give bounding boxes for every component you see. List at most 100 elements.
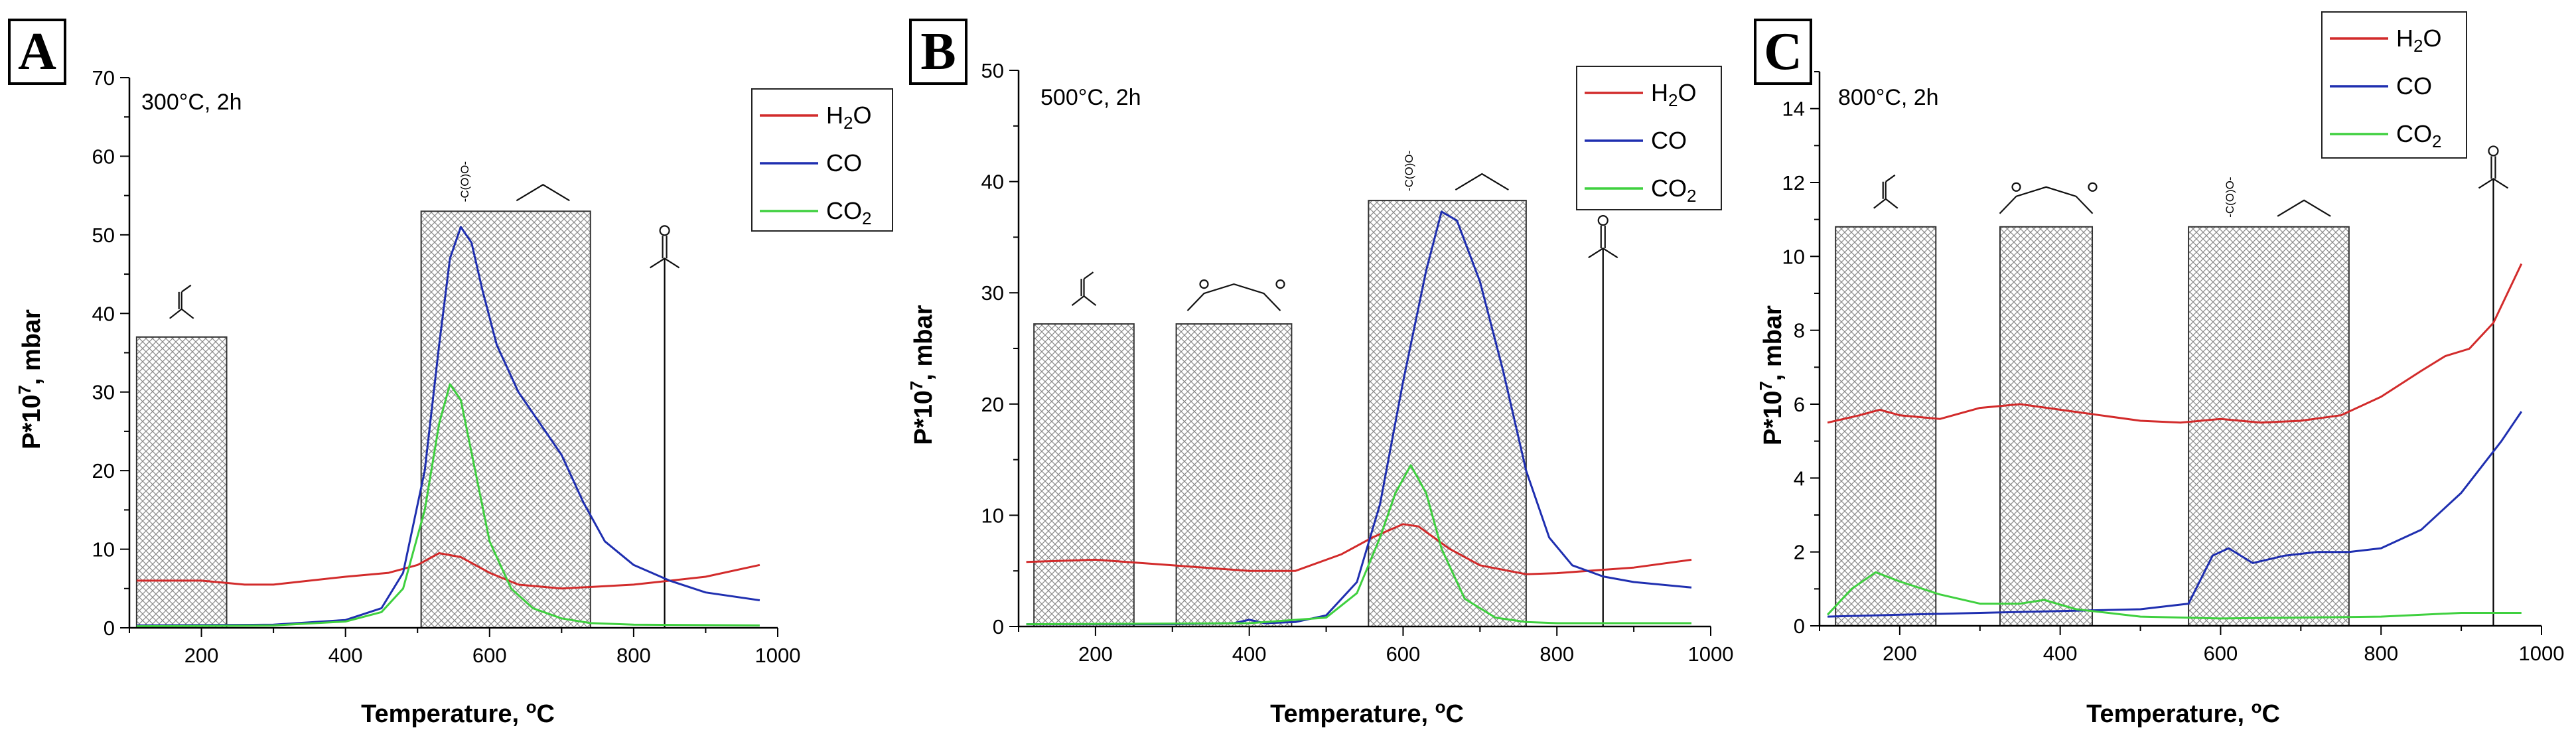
legend-label: CO2 [1651,175,1696,206]
legend-label: CO [826,149,862,177]
x-tick-label: 600 [2204,642,2238,665]
ester-group-label: -C(O)O- [1403,151,1415,191]
series-line-h2o [1827,263,2523,424]
panel-letter: A [18,23,56,81]
panel-letter: B [920,23,956,81]
ether-structure [1455,173,1509,191]
acid-structure-carbonyl [1882,181,1887,199]
annotation-box [1175,323,1293,627]
y-tick-label: 40 [92,302,115,325]
x-tick-label: 800 [616,644,651,667]
ketone-structure-bonds [649,258,680,269]
y-tick-label: 6 [1794,393,1805,416]
panel-letter-box [1754,19,1812,85]
anhydride-structure [1999,186,2094,214]
acid-structure-oh-bond [1885,174,1896,183]
annotation-box [1999,226,2094,626]
y-tick-label: 20 [981,393,1004,416]
acid-structure-bonds [1071,295,1097,306]
y-tick-label: 10 [1782,245,1805,268]
x-tick-label: 800 [1539,642,1574,666]
y-tick-label: 8 [1794,319,1805,342]
x-tick-label: 1000 [2519,642,2565,665]
anhydride-o-right [1275,279,1285,289]
x-tick-label: 1000 [755,644,801,667]
condition-label: 300°C, 2h [141,90,242,115]
panel-letter-box [8,19,66,85]
panel-letter-box [909,19,967,85]
x-axis-title: Temperature, oC [2086,697,2280,728]
ether-structure [516,184,570,202]
y-tick-label: 60 [92,145,115,168]
series-line-co [1026,210,1692,626]
panel-a: -C(O)O- 200 400 600 800 1000 0 10 20 30 40 50 60 70 Te… [8,19,893,728]
legend-label: CO [1651,127,1687,154]
x-tick-label: 400 [328,644,363,667]
ester-group-label: -C(O)O- [2224,177,2236,217]
x-tick-label: 600 [472,644,507,667]
ketone-structure-oxygen [1597,215,1609,226]
annotation-box [2188,226,2350,626]
ketone-structure-carbonyl [1600,226,1606,249]
ketone-structure-bonds [1588,247,1618,259]
y-tick-label: 12 [1782,171,1805,194]
ketone-structure-carbonyl [662,236,668,259]
condition-label: 500°C, 2h [1040,85,1141,110]
y-tick-label: 2 [1794,541,1805,564]
annotation-box [420,210,591,629]
legend-box [1576,66,1722,210]
x-tick-label: 200 [1078,642,1113,666]
y-tick-label: 0 [104,617,115,640]
acid-structure-bonds [1873,198,1898,209]
y-tick-label: 50 [92,224,115,247]
panel-b: -C(O)O- 200 400 600 800 1000 0 10 20 30 40 50 Temper… [906,19,1734,728]
legend-label: CO2 [826,197,871,228]
series-line-h2o [1026,523,1692,575]
y-axis-title: P*107, mbar [15,309,46,449]
ester-group-label: -C(O)O- [459,161,471,202]
y-tick-label: 10 [981,504,1004,527]
ketone-structure-carbonyl [2490,156,2496,179]
y-tick-label: 70 [92,66,115,90]
series-line-co [1827,411,2523,618]
annotation-box [1835,226,1937,626]
acid-structure-oh-bond [1083,271,1094,280]
y-tick-label: 0 [993,615,1004,638]
x-tick-label: 400 [2043,642,2078,665]
y-axis-title: P*107, mbar [906,305,938,445]
annotation-box [135,336,228,628]
ketone-structure-oxygen [659,225,670,236]
x-tick-label: 1000 [1688,642,1734,666]
x-tick-label: 400 [1232,642,1267,666]
annotation-box [1033,323,1135,627]
anhydride-o-left [2011,182,2021,192]
series-line-co2 [1026,464,1691,626]
legend-label: H2O [2396,25,2441,56]
anhydride-o-left [1199,279,1209,289]
x-axis-title: Temperature, oC [361,697,555,728]
legend-box [751,88,893,232]
anhydride-o-right [2088,182,2098,192]
panel-c: -C(O)O- 200 400 600 800 1000 0 2 4 6 8 10 12 14 Temper… [1754,11,2565,728]
y-tick-label: 50 [981,59,1004,82]
anhydride-structure [1186,283,1281,311]
panel-letter: C [1764,23,1802,81]
y-tick-label: 30 [92,381,115,404]
y-tick-label: 10 [92,538,115,561]
series-line-h2o [136,552,760,590]
x-tick-label: 200 [1883,642,1917,665]
legend-label: H2O [826,102,871,133]
legend-label: CO [2396,72,2432,100]
ether-structure [2277,199,2331,217]
x-tick-label: 800 [2364,642,2398,665]
condition-label: 800°C, 2h [1838,85,1939,110]
y-tick-label: 40 [981,171,1004,194]
y-axis-title: P*107, mbar [1756,305,1787,445]
acid-structure-carbonyl [178,291,182,309]
legend-box [2321,11,2467,159]
series-line-co2 [1827,571,2522,620]
series-line-co [136,226,760,626]
series-line-co2 [136,383,760,628]
acid-structure-oh-bond [181,284,192,293]
